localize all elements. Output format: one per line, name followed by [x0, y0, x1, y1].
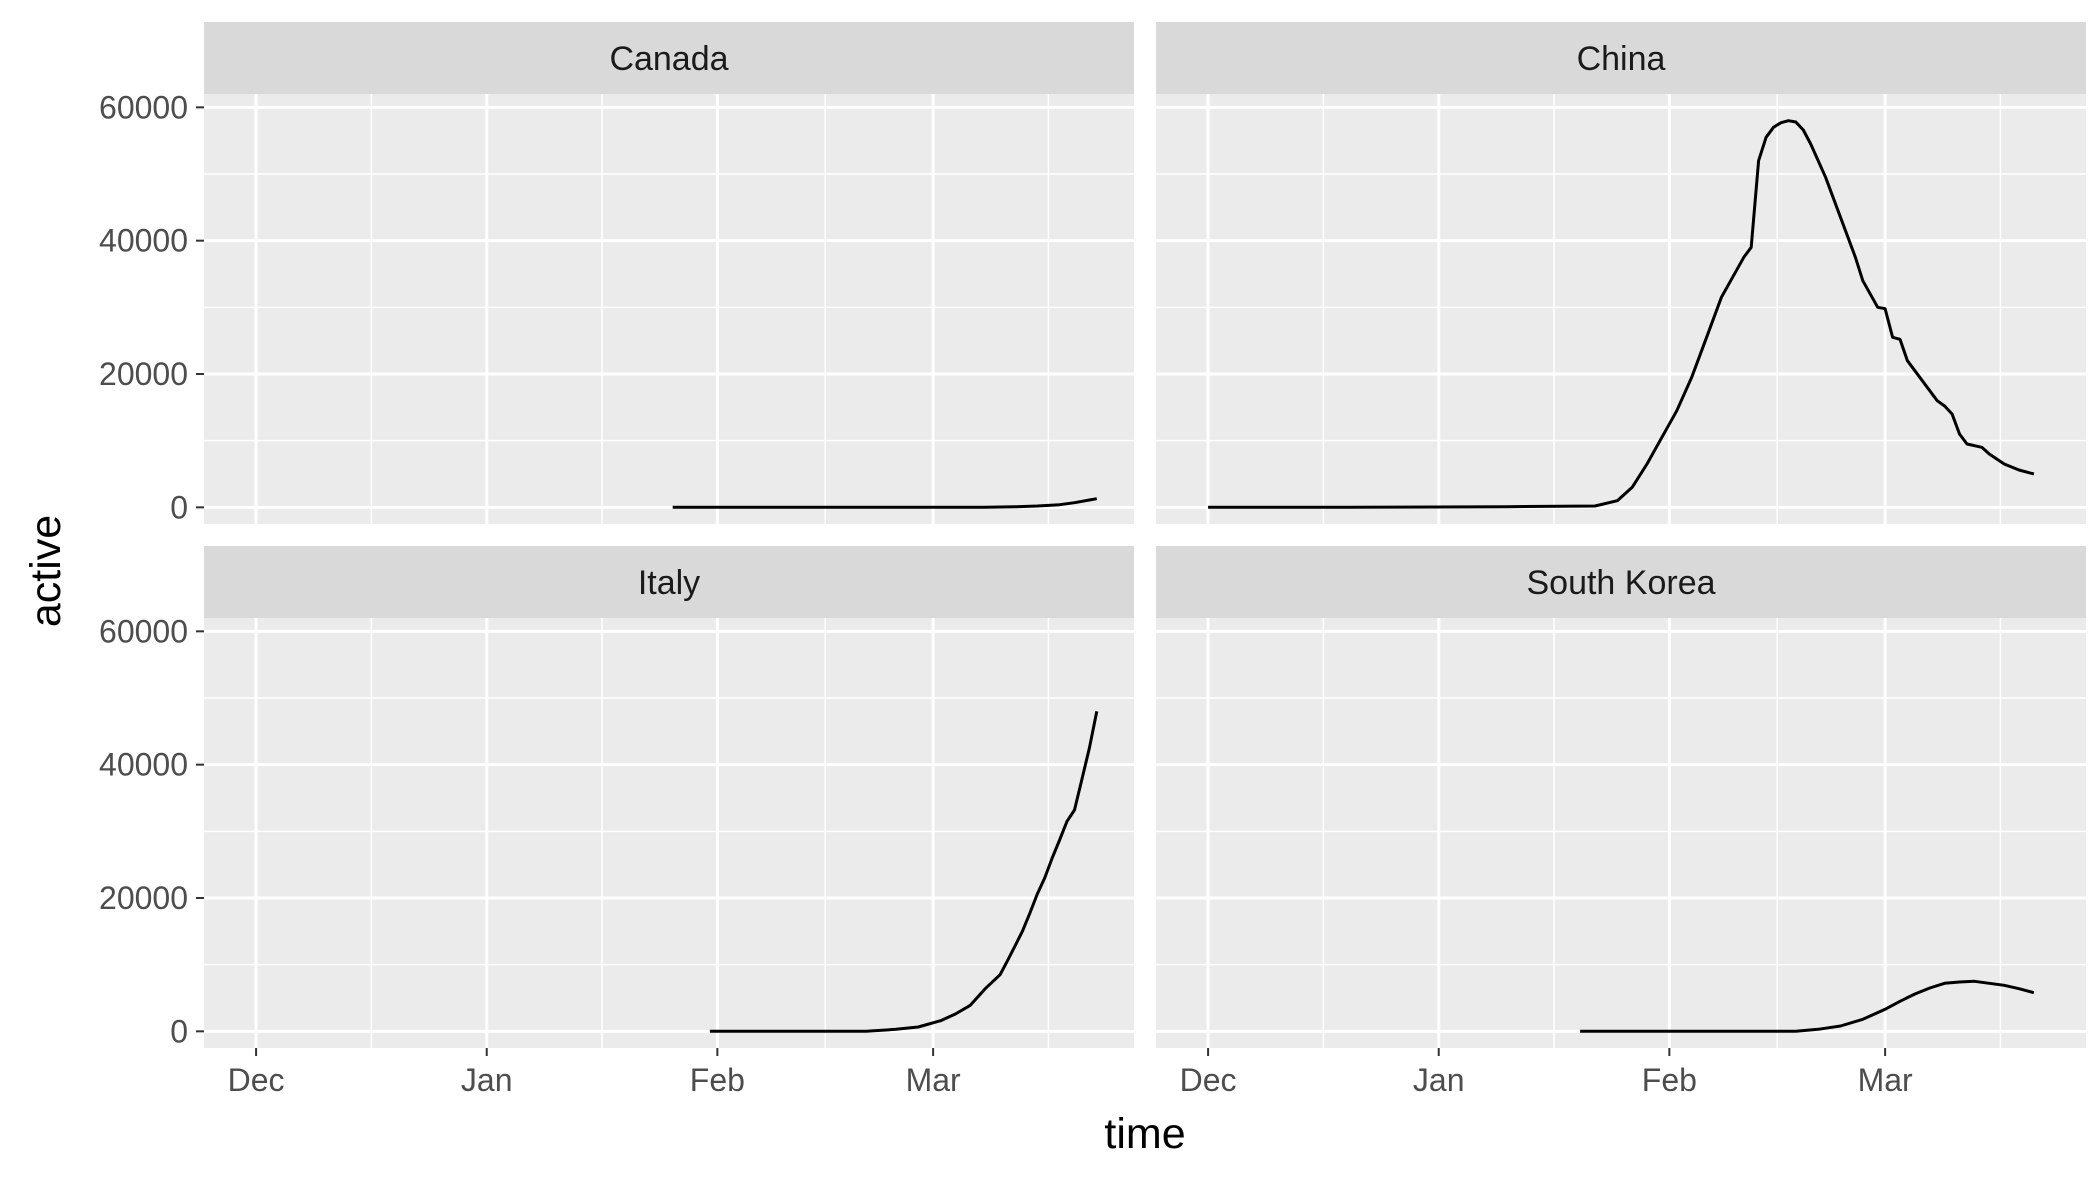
series-line-italy — [709, 711, 1099, 1033]
y-tick-label: 20000 — [99, 356, 188, 392]
panel-background — [1156, 94, 2086, 524]
series-line-south-korea — [1580, 979, 2035, 1033]
y-tick-label: 40000 — [99, 223, 188, 259]
x-tick-label: Mar — [906, 1062, 961, 1098]
panel-title: Canada — [609, 40, 728, 78]
strip-background — [204, 546, 1134, 618]
panel-italy: Italy 0 20000 40000 60000 Dec Jan Feb Mar — [99, 546, 1134, 1098]
panel-title: Italy — [638, 564, 700, 602]
panel-south-korea: South Korea Dec Jan Feb Mar — [1156, 546, 2086, 1098]
y-tick-label: 0 — [170, 489, 188, 525]
panel-background — [1156, 618, 2086, 1048]
panel-canada: Canada 0 20000 40000 60000 — [99, 22, 1134, 525]
x-tick-label: Dec — [1180, 1062, 1237, 1098]
x-tick-label: Jan — [461, 1062, 513, 1098]
series-line-china — [1208, 119, 2035, 509]
x-axis-title: time — [1104, 1110, 1185, 1158]
strip-background — [1156, 22, 2086, 94]
strip-background — [1156, 546, 2086, 618]
panel-background — [204, 94, 1134, 524]
x-tick-label: Feb — [1642, 1062, 1697, 1098]
y-tick-label: 60000 — [99, 89, 188, 125]
x-tick-label: Mar — [1858, 1062, 1913, 1098]
y-axis-title: active — [22, 515, 70, 627]
series-line-canada — [672, 497, 1098, 509]
panel-china: China — [1156, 22, 2086, 524]
y-tick-label: 20000 — [99, 880, 188, 916]
panel-background — [204, 618, 1134, 1048]
y-tick-label: 40000 — [99, 747, 188, 783]
y-tick-label: 0 — [170, 1013, 188, 1049]
y-tick-label: 60000 — [99, 613, 188, 649]
x-tick-label: Jan — [1413, 1062, 1465, 1098]
panel-title: South Korea — [1526, 564, 1715, 602]
strip-background — [204, 22, 1134, 94]
x-tick-label: Dec — [228, 1062, 285, 1098]
x-tick-label: Feb — [690, 1062, 745, 1098]
panel-title: China — [1577, 40, 1666, 78]
